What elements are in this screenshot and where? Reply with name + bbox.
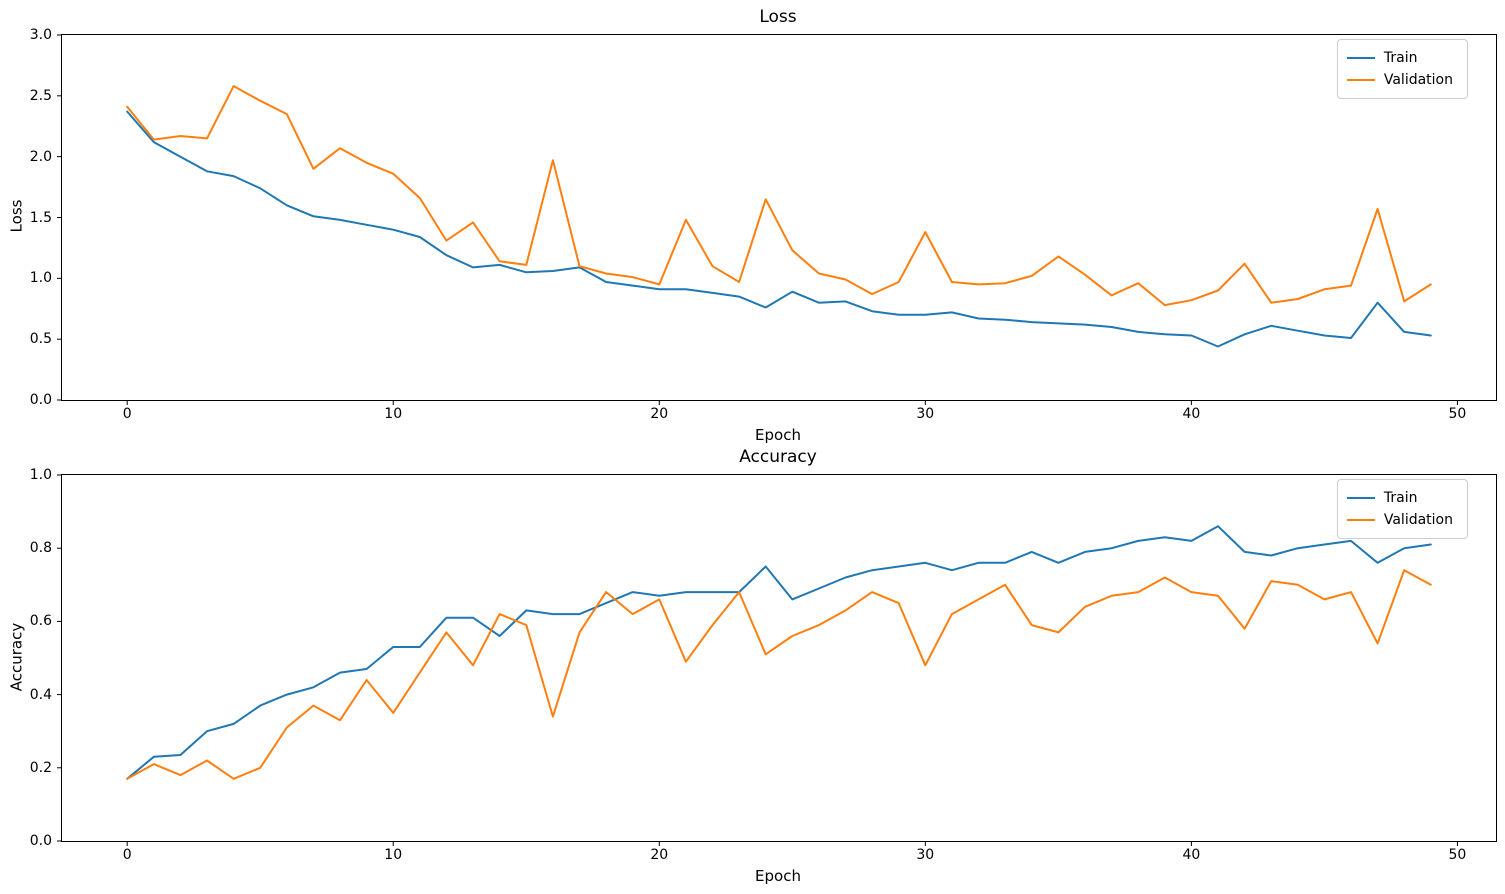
accuracy-y-tick-label: 1.0 <box>29 467 52 483</box>
accuracy-y-axis-label: Accuracy <box>7 622 26 692</box>
accuracy-x-tick-label: 20 <box>650 847 669 863</box>
loss-legend: Train Validation <box>1336 39 1468 99</box>
accuracy-legend-entry-validation: Validation <box>1346 509 1457 531</box>
accuracy-x-tick-label: 50 <box>1448 847 1467 863</box>
loss-x-tick-label: 50 <box>1448 406 1467 422</box>
loss-y-tick-label: 2.5 <box>29 87 52 104</box>
validation-line-swatch <box>1346 519 1375 521</box>
loss-lines-svg <box>57 34 1458 405</box>
accuracy-y-tick-label: 0.4 <box>29 686 52 703</box>
accuracy-x-axis-label: Epoch <box>755 867 801 885</box>
accuracy-x-tick-label: 10 <box>384 847 403 863</box>
accuracy-plot-area: Train Validation <box>57 474 1497 846</box>
train-accuracy-line <box>126 525 1432 780</box>
loss-y-tick-label: 1.5 <box>29 209 52 226</box>
loss-x-tick-label: 30 <box>916 406 935 422</box>
accuracy-chart-title: Accuracy <box>739 447 817 467</box>
accuracy-legend-label: Validation <box>1383 512 1453 528</box>
loss-legend-label: Train <box>1383 50 1418 66</box>
accuracy-y-tick-label: 0.6 <box>29 613 52 630</box>
accuracy-x-tick-label: 0 <box>122 847 132 863</box>
train-line-swatch <box>1346 497 1375 499</box>
loss-chart-title: Loss <box>759 7 797 27</box>
accuracy-y-tick-label: 0.2 <box>29 759 52 776</box>
loss-y-tick-label: 0.5 <box>29 331 52 348</box>
loss-plot-area: Train Validation <box>57 34 1497 405</box>
loss-y-tick-label: 2.0 <box>29 148 52 165</box>
loss-x-axis-label: Epoch <box>755 426 801 444</box>
loss-y-tick-label: 1.0 <box>29 270 52 287</box>
accuracy-x-tick-label: 40 <box>1182 847 1201 863</box>
loss-legend-entry-train: Train <box>1346 47 1457 69</box>
accuracy-lines-svg <box>57 474 1458 846</box>
loss-legend-label: Validation <box>1383 72 1453 88</box>
accuracy-legend-label: Train <box>1383 490 1418 506</box>
validation-accuracy-line <box>126 569 1432 780</box>
validation-loss-line <box>126 85 1432 307</box>
loss-x-tick-label: 0 <box>122 406 132 422</box>
accuracy-legend-entry-train: Train <box>1346 487 1457 509</box>
accuracy-y-tick-label: 0.0 <box>29 833 52 849</box>
accuracy-x-tick-label: 30 <box>916 847 935 863</box>
accuracy-y-tick-label: 0.8 <box>29 540 52 557</box>
validation-line-swatch <box>1346 79 1375 81</box>
loss-y-tick-label: 3.0 <box>29 27 52 43</box>
loss-legend-entry-validation: Validation <box>1346 69 1457 91</box>
loss-y-tick-label: 0.0 <box>29 392 52 408</box>
loss-x-tick-label: 20 <box>650 406 669 422</box>
accuracy-legend: Train Validation <box>1336 479 1468 539</box>
loss-x-tick-label: 10 <box>384 406 403 422</box>
loss-x-tick-label: 40 <box>1182 406 1201 422</box>
train-line-swatch <box>1346 57 1375 59</box>
train-loss-line <box>126 110 1432 348</box>
